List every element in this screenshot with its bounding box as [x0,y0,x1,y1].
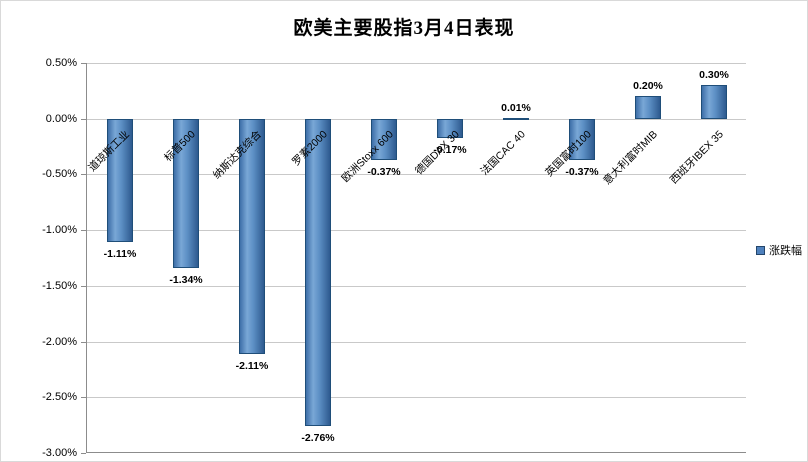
y-axis-tick [81,341,86,343]
y-axis-label: 0.50% [45,57,77,69]
category-label: 法国CAC 40 [478,128,528,178]
bar-value-label: -2.11% [235,359,269,372]
bar-value-label: -2.76% [301,432,335,445]
y-axis-label: -1.50% [42,279,77,292]
y-axis-tick [81,453,86,454]
bar-value-label: -1.34% [169,274,203,287]
bar [635,96,661,119]
bar [569,118,595,160]
grid-line [87,285,746,287]
bar [239,118,265,354]
bar [173,118,199,269]
bar [503,117,529,120]
bar-value-label: -0.37% [565,165,599,178]
grid-line [87,118,746,120]
plot-area: -1.11% 道琼斯工业 -1.34% 标普500 -2.11% 纳斯达克综合 -2.76%… [86,63,746,453]
y-axis-label: -3.00% [42,447,77,459]
y-axis-label: -0.50% [42,168,77,181]
grid-line [87,63,746,64]
legend-swatch-icon [756,245,765,255]
bar [305,118,331,427]
bar-value-label: 0.30% [699,69,729,82]
y-axis-label: -1.00% [42,224,77,237]
y-axis-tick [81,63,86,64]
y-axis-tick [81,230,86,232]
legend-label: 涨跌幅 [769,245,802,257]
bar-value-label: -1.11% [103,248,137,261]
bar-value-label: 0.20% [633,80,663,93]
y-axis-label: -2.50% [42,391,77,404]
bar [371,118,397,160]
legend: 涨跌幅 [756,242,802,258]
bar [701,85,727,119]
bar [437,118,463,138]
grid-line [87,230,746,232]
category-label: 西班牙IBEX 35 [667,128,726,187]
bar-value-label: -0.17% [433,143,467,156]
grid-line [87,174,746,176]
y-axis-label: 0.00% [45,112,77,125]
y-axis-tick [81,174,86,176]
bar [107,118,133,243]
y-axis-tick [81,118,86,120]
grid-line [87,341,746,343]
grid-line [87,397,746,399]
y-axis-tick [81,397,86,399]
chart-title: 欧美主要股指3月4日表现 [293,18,515,39]
bar-value-label: 0.01% [501,101,531,114]
y-axis-label: -2.00% [42,335,77,348]
category-label: 意大利富时MIB [601,128,660,187]
y-axis-tick [81,285,86,287]
bar-value-label: -0.37% [367,165,401,178]
